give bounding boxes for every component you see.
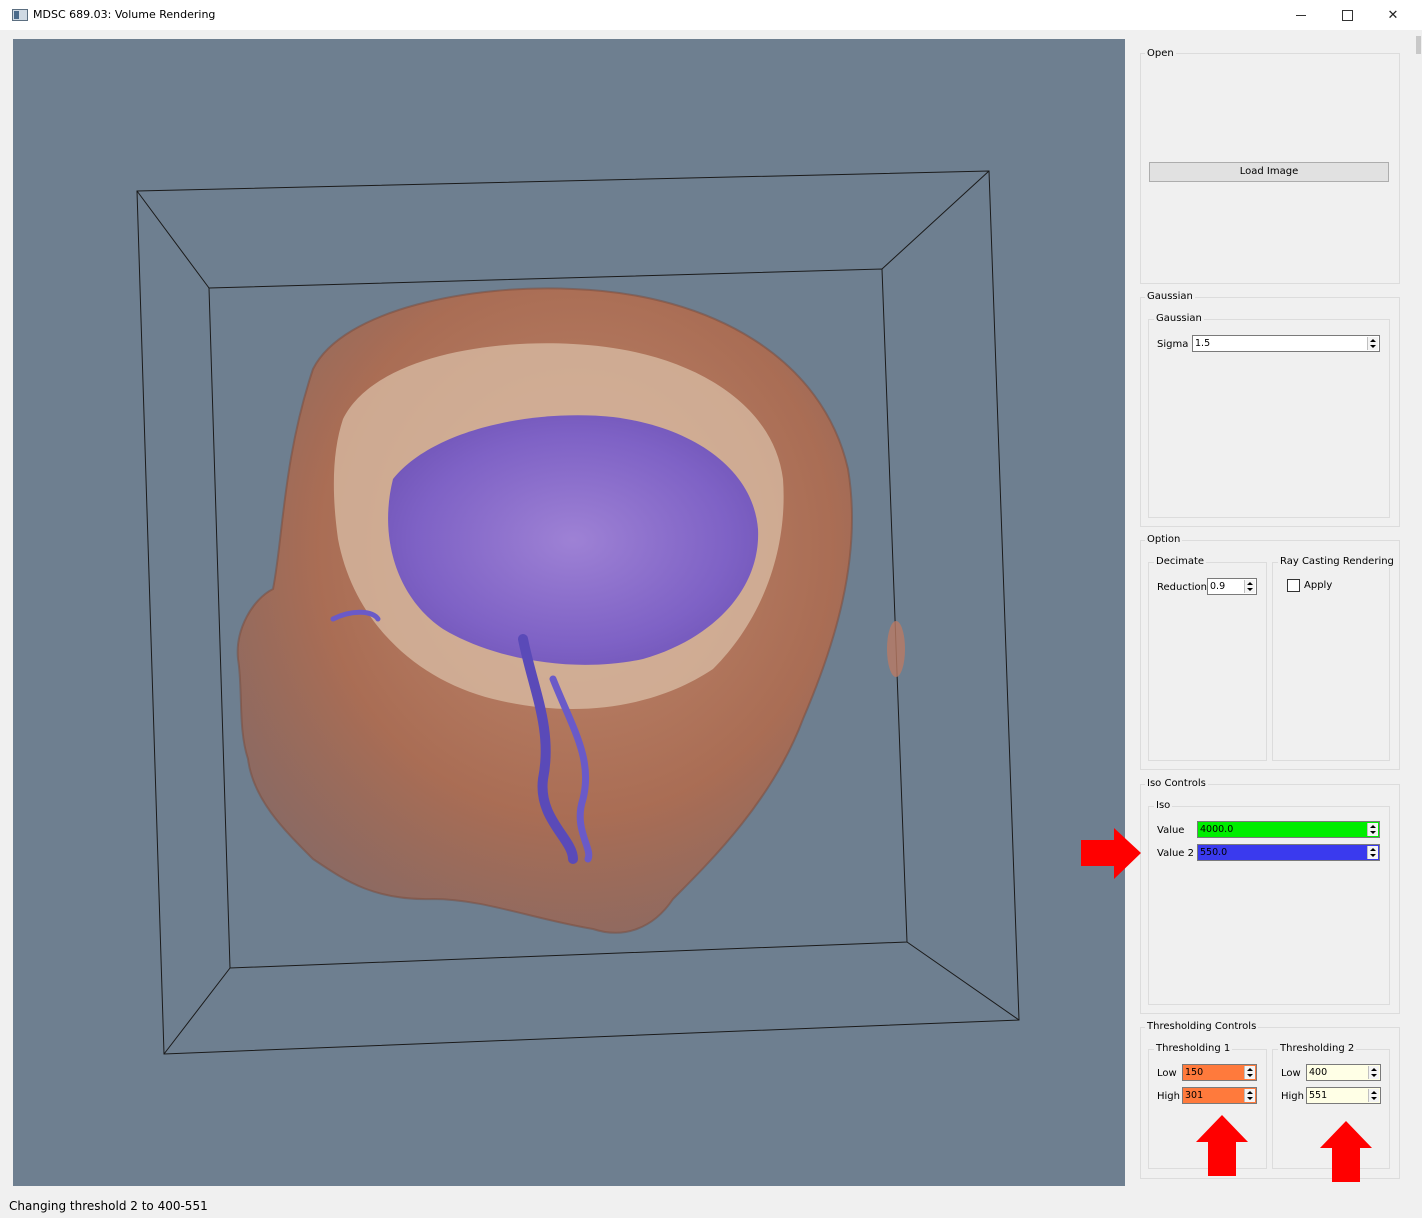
spin-up-icon	[1247, 582, 1253, 585]
close-icon: ✕	[1387, 7, 1399, 23]
open-group	[1140, 53, 1400, 284]
thresholding1-title: Thresholding 1	[1154, 1043, 1233, 1054]
iso-controls-group	[1140, 784, 1400, 1014]
option-group-title: Option	[1145, 534, 1183, 545]
t1-high-value: 301	[1185, 1090, 1204, 1101]
spin-up-icon	[1370, 848, 1376, 851]
head-volume	[236, 287, 905, 934]
t2-high-label: High	[1281, 1091, 1304, 1102]
sigma-label: Sigma	[1157, 339, 1189, 350]
close-button[interactable]: ✕	[1370, 0, 1416, 30]
title-bar: MDSC 689.03: Volume Rendering ✕	[0, 0, 1422, 30]
decimate-group-title: Decimate	[1154, 556, 1207, 567]
apply-label: Apply	[1304, 580, 1333, 591]
maximize-icon	[1341, 9, 1353, 21]
apply-checkbox[interactable]	[1287, 579, 1300, 592]
t2-low-spin-arrows[interactable]	[1368, 1066, 1379, 1079]
minimize-icon	[1296, 14, 1306, 16]
minimize-button[interactable]	[1278, 0, 1324, 30]
thresholding2-title: Thresholding 2	[1278, 1043, 1357, 1054]
option-group	[1140, 540, 1400, 770]
iso-value2-spin-arrows[interactable]	[1367, 846, 1378, 859]
load-image-button[interactable]: Load Image	[1149, 162, 1389, 182]
scrollbar-thumb[interactable]	[1416, 36, 1421, 54]
sigma-spin-arrows[interactable]	[1367, 337, 1378, 350]
t1-low-spin-arrows[interactable]	[1244, 1066, 1255, 1079]
iso-value2: 550.0	[1200, 847, 1228, 858]
raycast-group-title: Ray Casting Rendering	[1278, 556, 1396, 567]
iso-value-spinbox[interactable]: 4000.0	[1197, 821, 1380, 838]
t2-low-value: 400	[1309, 1067, 1328, 1078]
iso-value2-label: Value 2	[1157, 848, 1195, 859]
iso-inner-group	[1148, 806, 1390, 1005]
t2-high-spinbox[interactable]: 551	[1306, 1087, 1381, 1104]
spin-up-icon	[1370, 825, 1376, 828]
sigma-value: 1.5	[1195, 338, 1211, 349]
volume-render-scene	[136, 170, 1020, 1055]
spin-down-icon	[1247, 1074, 1253, 1077]
t1-high-spinbox[interactable]: 301	[1182, 1087, 1257, 1104]
gaussian-inner-title: Gaussian	[1154, 313, 1204, 324]
t1-high-label: High	[1157, 1091, 1180, 1102]
spin-down-icon	[1370, 854, 1376, 857]
spin-up-icon	[1371, 1091, 1377, 1094]
maximize-button[interactable]	[1324, 0, 1370, 30]
iso-value2-spinbox[interactable]: 550.0	[1197, 844, 1380, 861]
thresholding-controls-group	[1140, 1027, 1400, 1179]
window-title: MDSC 689.03: Volume Rendering	[33, 8, 216, 21]
reduction-value: 0.9	[1210, 581, 1226, 592]
app-icon	[12, 9, 28, 21]
gaussian-group-title: Gaussian	[1145, 291, 1195, 302]
iso-value-label: Value	[1157, 825, 1185, 836]
iso-value: 4000.0	[1200, 824, 1234, 835]
spin-up-icon	[1370, 339, 1376, 342]
t1-low-spinbox[interactable]: 150	[1182, 1064, 1257, 1081]
t2-low-spinbox[interactable]: 400	[1306, 1064, 1381, 1081]
decimate-group	[1148, 562, 1267, 761]
bounding-box	[136, 170, 1020, 1055]
t1-low-label: Low	[1157, 1068, 1177, 1079]
spin-up-icon	[1247, 1091, 1253, 1094]
status-bar: Changing threshold 2 to 400-551	[0, 1194, 1422, 1218]
spin-down-icon	[1371, 1074, 1377, 1077]
sigma-spinbox[interactable]: 1.5	[1192, 335, 1380, 352]
spin-down-icon	[1370, 345, 1376, 348]
spin-down-icon	[1247, 588, 1253, 591]
t1-low-value: 150	[1185, 1067, 1204, 1078]
iso-value-spin-arrows[interactable]	[1367, 823, 1378, 836]
gaussian-inner-group	[1148, 319, 1390, 518]
render-viewport[interactable]	[13, 39, 1125, 1186]
open-group-title: Open	[1145, 48, 1176, 59]
spin-down-icon	[1370, 831, 1376, 834]
spin-down-icon	[1371, 1097, 1377, 1100]
reduction-label: Reduction	[1157, 582, 1207, 593]
reduction-spin-arrows[interactable]	[1244, 580, 1255, 593]
vertical-scrollbar[interactable]	[1413, 30, 1422, 1194]
thresholding-controls-title: Thresholding Controls	[1145, 1021, 1259, 1032]
t2-high-spin-arrows[interactable]	[1368, 1089, 1379, 1102]
t2-low-label: Low	[1281, 1068, 1301, 1079]
spin-up-icon	[1247, 1068, 1253, 1071]
iso-controls-title: Iso Controls	[1145, 778, 1208, 789]
gaussian-group	[1140, 297, 1400, 527]
status-text: Changing threshold 2 to 400-551	[9, 1199, 208, 1213]
iso-inner-title: Iso	[1154, 800, 1173, 811]
spin-down-icon	[1247, 1097, 1253, 1100]
control-panel: Open Load Image Gaussian Gaussian Sigma …	[1139, 39, 1400, 1179]
t2-high-value: 551	[1309, 1090, 1328, 1101]
spin-up-icon	[1371, 1068, 1377, 1071]
reduction-spinbox[interactable]: 0.9	[1207, 578, 1257, 595]
t1-high-spin-arrows[interactable]	[1244, 1089, 1255, 1102]
